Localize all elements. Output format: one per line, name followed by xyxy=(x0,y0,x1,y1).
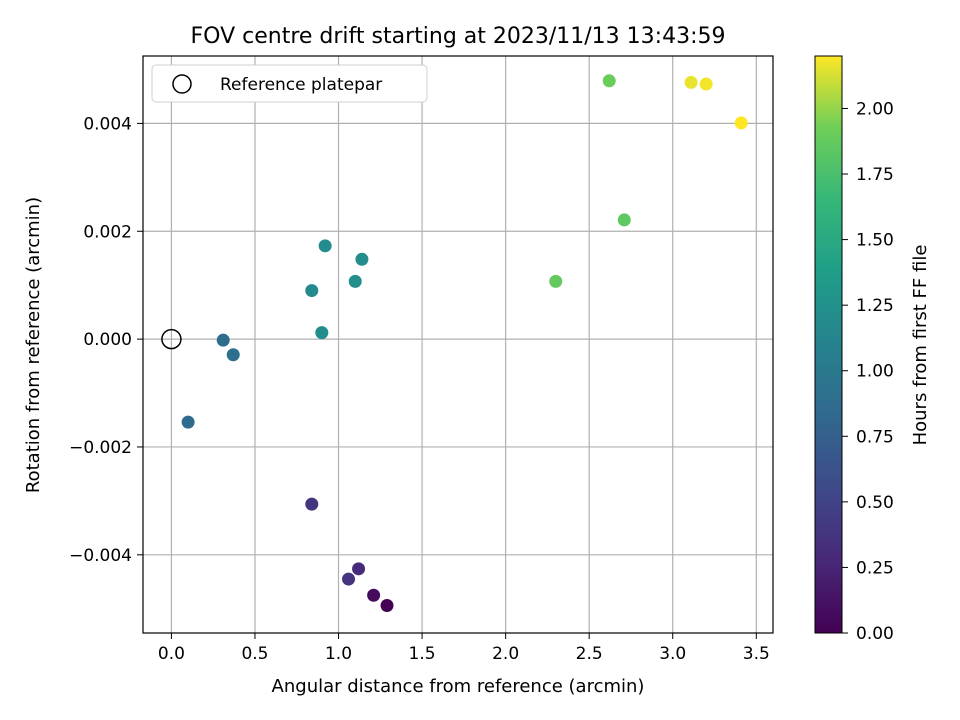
y-tick-label: 0.000 xyxy=(83,330,132,350)
legend-box xyxy=(151,64,428,103)
colorbar-tick-label: 1.25 xyxy=(856,296,894,316)
colorbar-ticks: 0.00 0.25 0.50 0.75 1.00 1.25 1.50 1.75 2.00 xyxy=(842,99,894,644)
colorbar-tick-label: 2.00 xyxy=(856,99,894,119)
x-tick-label: 3.0 xyxy=(659,644,686,664)
x-tick-label: 0.5 xyxy=(241,644,268,664)
data-point xyxy=(342,572,356,586)
colorbar-tick-label: 1.00 xyxy=(856,362,894,382)
data-point xyxy=(684,75,698,89)
data-point xyxy=(699,77,713,91)
x-tick-label: 2.5 xyxy=(576,644,603,664)
y-tick-label: −0.002 xyxy=(69,438,132,458)
y-tick-label: 0.002 xyxy=(83,222,132,242)
data-point xyxy=(734,116,748,130)
data-point xyxy=(549,274,563,288)
data-point xyxy=(380,598,394,612)
colorbar-tick-label: 0.00 xyxy=(856,624,894,644)
legend-marker-reference xyxy=(172,74,192,94)
colorbar: 0.00 0.25 0.50 0.75 1.00 1.25 1.50 1.75 2.00 Hou… xyxy=(814,55,931,644)
data-point xyxy=(352,562,366,576)
legend-label-reference: Reference platepar xyxy=(220,75,382,95)
data-point xyxy=(318,239,332,253)
data-point xyxy=(367,588,381,602)
data-point xyxy=(181,415,195,429)
plot-area-frame xyxy=(142,55,774,634)
reference-platepar-marker xyxy=(161,328,182,350)
x-axis-ticks: 0.0 0.5 1.0 1.5 2.0 2.5 3.0 3.5 xyxy=(158,633,770,664)
data-point xyxy=(305,497,319,511)
data-point xyxy=(315,326,329,340)
grid-lines xyxy=(143,56,773,633)
data-point xyxy=(348,274,362,288)
data-point xyxy=(226,348,240,362)
colorbar-tick-label: 1.75 xyxy=(856,165,894,185)
y-tick-label: −0.004 xyxy=(69,546,132,566)
x-tick-label: 1.0 xyxy=(325,644,352,664)
colorbar-label: Hours from first FF file xyxy=(910,245,931,446)
colorbar-tick-label: 0.75 xyxy=(856,427,894,447)
data-point xyxy=(216,333,230,347)
chart-title: FOV centre drift starting at 2023/11/13 … xyxy=(191,24,726,49)
x-tick-label: 1.5 xyxy=(409,644,436,664)
x-tick-label: 2.0 xyxy=(492,644,519,664)
data-point xyxy=(305,284,319,298)
colorbar-gradient xyxy=(815,56,842,633)
y-axis-label: Rotation from reference (arcmin) xyxy=(23,197,44,493)
colorbar-frame xyxy=(814,55,843,634)
data-point xyxy=(617,213,631,227)
colorbar-tick-label: 1.50 xyxy=(856,231,894,251)
data-point xyxy=(355,252,369,266)
colorbar-tick-label: 0.50 xyxy=(856,493,894,513)
x-axis-label: Angular distance from reference (arcmin) xyxy=(272,676,645,697)
x-tick-label: 0.0 xyxy=(158,644,185,664)
data-point xyxy=(602,74,616,88)
data-points xyxy=(161,74,748,612)
y-tick-label: 0.004 xyxy=(83,114,132,134)
colorbar-tick-label: 0.25 xyxy=(856,558,894,578)
y-axis-ticks: −0.004 −0.002 0.000 0.002 0.004 xyxy=(69,114,143,566)
x-tick-label: 3.5 xyxy=(743,644,770,664)
legend: Reference platepar xyxy=(151,64,428,103)
